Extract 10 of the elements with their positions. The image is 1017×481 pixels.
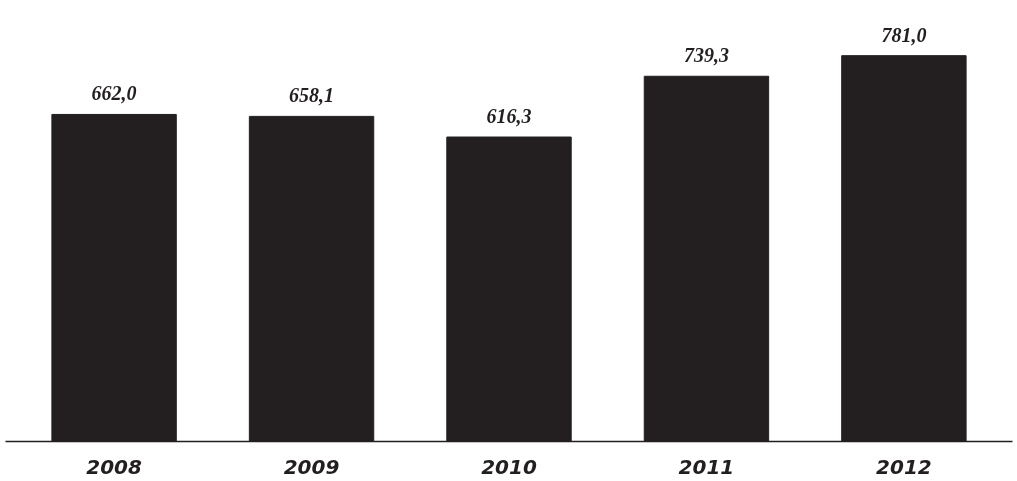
data-label: 658,1	[289, 84, 335, 107]
data-label: 739,3	[683, 44, 729, 67]
data-label: 662,0	[91, 82, 137, 105]
data-label: 781,0	[881, 23, 927, 46]
x-tick-label: 2008	[86, 454, 143, 479]
x-tick-label: 2011	[678, 454, 735, 479]
x-tick-label: 2009	[283, 454, 340, 479]
x-tick-label: 2012	[876, 454, 932, 479]
x-tick-label: 2010	[481, 454, 537, 479]
data-label: 616,3	[486, 105, 532, 128]
